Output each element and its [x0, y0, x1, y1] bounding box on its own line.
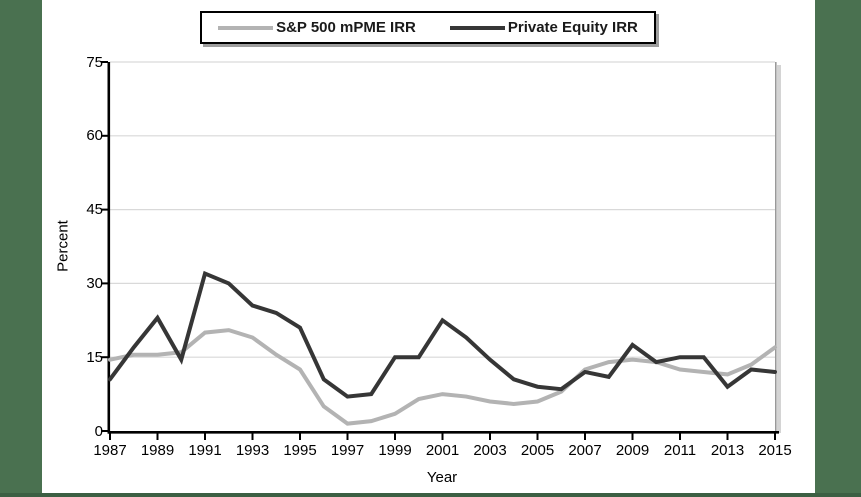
x-tick-label-1991: 1991 [188, 442, 222, 459]
y-tick-label-30: 30 [86, 274, 103, 292]
x-tick-label-2007: 2007 [568, 442, 602, 459]
y-tick-label-75: 75 [86, 53, 103, 71]
series-line-sp500-mpme-irr [108, 328, 777, 426]
series-line-private-equity-irr [108, 270, 777, 399]
x-tick-label-2013: 2013 [710, 442, 745, 459]
y-tick-label-60: 60 [86, 127, 103, 145]
x-tick-label-2009: 2009 [615, 442, 650, 459]
x-tick-label-2001: 2001 [425, 442, 460, 459]
y-tick-label-0: 0 [94, 422, 103, 440]
y-axis-title: Percent [54, 220, 72, 272]
x-tick-label-1997: 1997 [330, 442, 365, 459]
x-tick-label-2011: 2011 [663, 442, 697, 459]
sp500-line-swatch [218, 25, 274, 30]
x-tick-label-2005: 2005 [520, 442, 555, 459]
x-tick-label-1993: 1993 [235, 442, 270, 459]
x-axis-title: Year [426, 469, 458, 486]
x-tick-label-1987: 1987 [93, 442, 127, 459]
legend-label-sp500-mpme-irr: S&P 500 mPME IRR [276, 19, 416, 36]
x-tick-label-1989: 1989 [140, 442, 175, 459]
left-margin-bar [0, 0, 42, 497]
legend-item-private-equity-irr: Private Equity IRR [449, 19, 638, 36]
x-tick-label-1995: 1995 [283, 442, 317, 459]
x-tick-label-1999: 1999 [378, 442, 412, 459]
legend-item-sp500-mpme-irr: S&P 500 mPME IRR [218, 19, 416, 36]
x-tick-label-2015: 2015 [758, 442, 792, 459]
bottom-margin-bar [0, 493, 861, 497]
x-tick-label-2003: 2003 [473, 442, 507, 459]
right-margin-bar [815, 0, 861, 497]
private-equity-line-swatch [449, 25, 505, 30]
y-tick-label-45: 45 [86, 201, 103, 219]
y-tick-label-15: 15 [86, 348, 103, 366]
legend-label-private-equity-irr: Private Equity IRR [507, 19, 638, 36]
chart-legend: S&P 500 mPME IRR Private Equity IRR [200, 11, 656, 44]
